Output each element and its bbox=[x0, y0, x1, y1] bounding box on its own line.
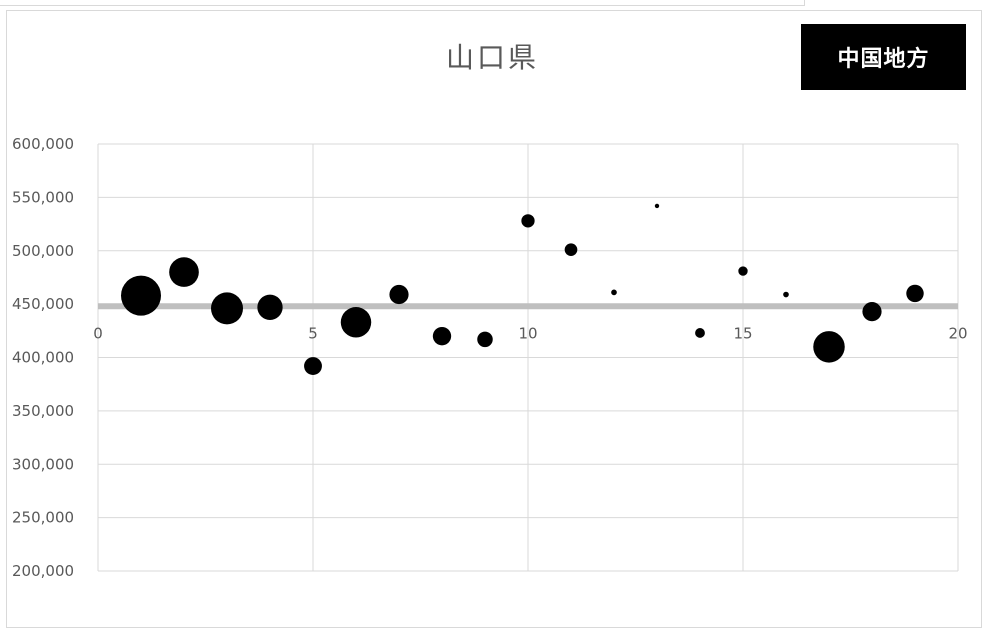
chart-title: 山口県 bbox=[445, 41, 539, 74]
y-tick-label: 250,000 bbox=[12, 509, 74, 527]
data-point bbox=[783, 291, 789, 298]
data-point bbox=[611, 289, 617, 296]
y-tick-label: 400,000 bbox=[12, 349, 74, 367]
x-tick-label: 10 bbox=[518, 324, 537, 342]
data-point bbox=[654, 203, 660, 209]
data-point bbox=[304, 357, 322, 375]
data-point bbox=[695, 328, 705, 338]
data-point bbox=[521, 214, 535, 228]
y-tick-label: 450,000 bbox=[12, 295, 74, 313]
data-point bbox=[257, 294, 283, 320]
y-tick-label: 550,000 bbox=[12, 188, 74, 206]
x-tick-label: 15 bbox=[733, 324, 752, 342]
data-point bbox=[813, 331, 845, 363]
x-tick-label: 20 bbox=[948, 324, 967, 342]
y-tick-label: 600,000 bbox=[12, 135, 74, 153]
x-tick-label: 5 bbox=[308, 324, 318, 342]
data-point bbox=[862, 302, 882, 322]
chart-frame bbox=[6, 10, 982, 628]
x-tick-label: 0 bbox=[93, 324, 103, 342]
top-strip bbox=[0, 0, 805, 6]
y-tick-label: 350,000 bbox=[12, 402, 74, 420]
y-tick-label: 200,000 bbox=[12, 562, 74, 580]
y-tick-label: 300,000 bbox=[12, 455, 74, 473]
data-point bbox=[211, 292, 243, 325]
data-point bbox=[169, 257, 199, 287]
y-tick-label: 500,000 bbox=[12, 242, 74, 260]
data-point bbox=[432, 326, 452, 346]
data-point bbox=[564, 243, 578, 257]
data-point bbox=[477, 331, 493, 348]
data-point bbox=[340, 307, 372, 338]
data-point bbox=[906, 284, 924, 303]
data-point bbox=[389, 284, 409, 305]
data-point bbox=[738, 266, 748, 276]
region-badge: 中国地方 bbox=[801, 24, 966, 90]
data-point bbox=[121, 275, 161, 316]
